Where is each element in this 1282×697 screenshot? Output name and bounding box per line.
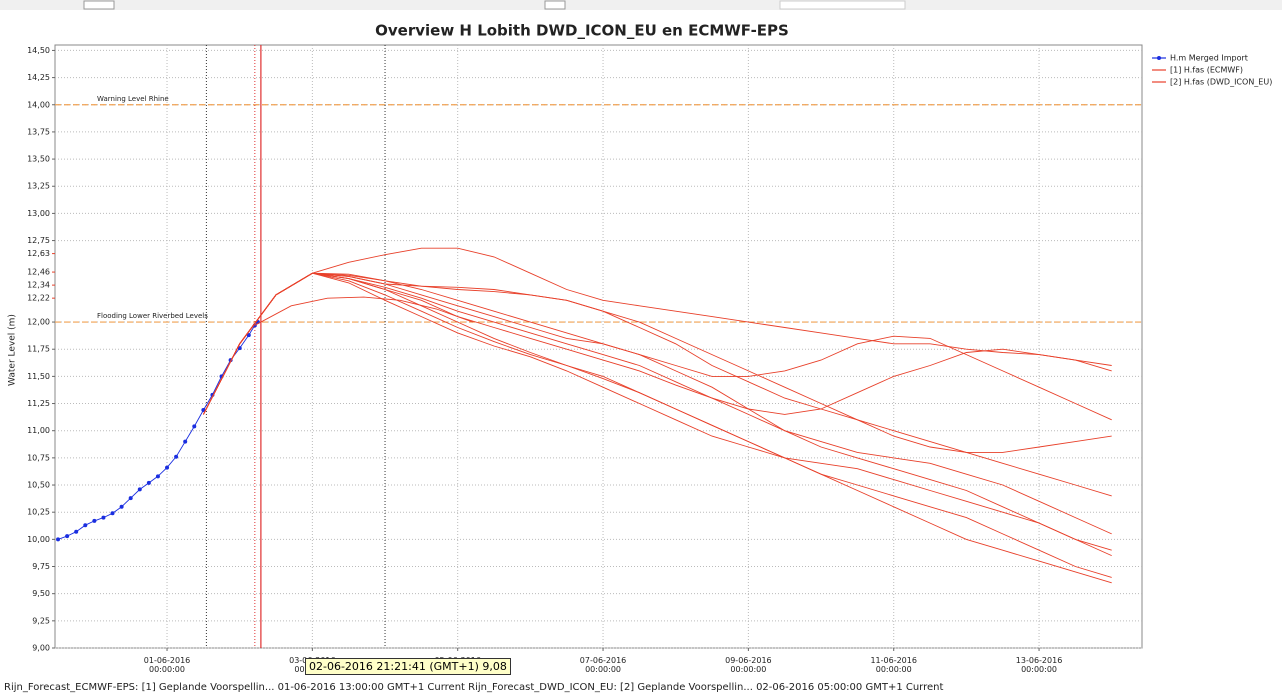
y-tick-label: 12,00 [27, 318, 50, 327]
y-tick-label: 11,75 [27, 345, 50, 354]
y-tick-label: 9,25 [32, 616, 50, 625]
data-point [155, 474, 160, 479]
toolbar [0, 0, 1282, 10]
data-point [101, 515, 106, 520]
y-axis-label: Water Level (m) [8, 314, 18, 386]
legend-label: H.m Merged Import [1170, 54, 1248, 63]
y-tick-label: 13,75 [27, 127, 50, 136]
ensemble-member-line [202, 272, 1112, 535]
data-point [165, 465, 170, 470]
legend-marker [1157, 56, 1161, 60]
data-point [174, 454, 179, 459]
x-tick-label: 07-06-2016 00:00:00 [579, 656, 627, 674]
data-point [56, 537, 61, 542]
y-tick-label: 9,75 [32, 562, 50, 571]
highlight-tick-label: 12,22 [27, 294, 50, 303]
data-point [137, 487, 142, 492]
data-point [146, 480, 151, 485]
chart-title: Overview H Lobith DWD_ICON_EU en ECMWF-E… [375, 22, 789, 40]
data-point [192, 424, 197, 429]
y-tick-label: 10,00 [27, 535, 50, 544]
data-point [110, 511, 115, 516]
data-point [237, 346, 242, 351]
y-tick-label: 12,75 [27, 236, 50, 245]
legend-label: [2] H.fas (DWD_ICON_EU) [1170, 78, 1272, 87]
y-tick-label: 14,25 [27, 73, 50, 82]
y-tick-label: 13,25 [27, 182, 50, 191]
y-tick-label: 9,50 [32, 589, 50, 598]
x-tick-label: 09-06-2016 00:00:00 [725, 656, 772, 674]
data-point [65, 534, 70, 539]
ensemble-member-line [202, 247, 1112, 415]
y-tick-label: 14,00 [27, 100, 50, 109]
x-tick-label: 01-06-2016 00:00:00 [143, 656, 191, 674]
y-tick-label: 14,50 [27, 46, 50, 55]
ensemble-member-line [202, 272, 1112, 421]
highlight-tick-label: 12,34 [27, 281, 50, 290]
y-tick-label: 10,50 [27, 481, 50, 490]
data-point [83, 523, 88, 528]
threshold-label: Flooding Lower Riverbed Levels [97, 312, 208, 320]
data-point [183, 439, 188, 444]
x-tick-label: 11-06-2016 00:00:00 [870, 656, 917, 674]
x-tick-label: 13-06-2016 00:00:00 [1015, 656, 1063, 674]
y-tick-label: 13,50 [27, 155, 50, 164]
y-tick-label: 10,25 [27, 508, 50, 517]
highlight-tick-label: 12,63 [27, 249, 50, 258]
ensemble-member-line [202, 272, 1112, 578]
plot-area [54, 44, 1143, 649]
y-tick-label: 11,00 [27, 426, 50, 435]
tooltip: 02-06-2016 21:21:41 (GMT+1) 9,08 [305, 658, 511, 675]
threshold-label: Warning Level Rhine [97, 95, 169, 103]
highlight-tick-label: 12,46 [27, 268, 50, 277]
data-point [210, 392, 215, 397]
y-tick-label: 10,75 [27, 453, 50, 462]
toolbar-field[interactable] [83, 0, 115, 10]
data-point [246, 333, 251, 338]
status-footer: Rijn_Forecast_ECMWF-EPS: [1] Geplande Vo… [4, 682, 944, 693]
ensemble-member-line [202, 272, 1112, 453]
y-tick-label: 11,50 [27, 372, 50, 381]
data-point [92, 518, 97, 523]
chart: Overview H Lobith DWD_ICON_EU en ECMWF-E… [0, 0, 1282, 653]
data-point [201, 408, 206, 413]
y-tick-label: 11,25 [27, 399, 50, 408]
toolbar-field[interactable] [544, 0, 566, 10]
series-line [254, 296, 473, 326]
data-point [74, 529, 79, 534]
y-tick-label: 9,00 [32, 644, 50, 653]
data-point [119, 504, 124, 509]
toolbar-field[interactable] [779, 0, 906, 10]
ensemble-member-line [202, 272, 1112, 551]
data-point [128, 496, 133, 501]
legend-label: [1] H.fas (ECMWF) [1170, 66, 1243, 75]
y-tick-label: 13,00 [27, 209, 50, 218]
